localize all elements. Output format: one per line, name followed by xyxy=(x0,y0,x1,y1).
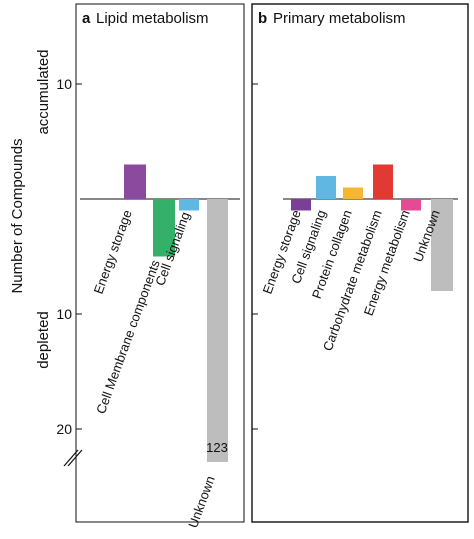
panel-a-letter: a xyxy=(82,10,91,27)
bar-a-3 xyxy=(207,199,228,462)
y-tick-label-0: 10 xyxy=(56,76,72,92)
bar-b-1 xyxy=(316,176,336,199)
y-axis-label-depleted: depleted xyxy=(35,311,52,369)
axis-break-marker xyxy=(63,449,83,467)
bar-a-1 xyxy=(153,199,175,257)
y-axis-label: Number of Compounds xyxy=(9,138,26,293)
y-tick-label-2: 20 xyxy=(56,421,72,437)
bar-b-5 xyxy=(431,199,453,291)
panel-b-frame xyxy=(251,3,469,523)
category-label-a-0: Energy storage xyxy=(91,208,135,296)
bar-b-3 xyxy=(373,164,393,199)
bar-b-4 xyxy=(401,199,421,211)
panel-a-frame xyxy=(75,3,245,523)
bar-b-2 xyxy=(343,187,363,199)
panel-b-title: Primary metabolism xyxy=(273,10,406,27)
panel-a-title: Lipid metabolism xyxy=(96,10,209,27)
bar-a-2 xyxy=(179,199,199,211)
panel-b-letter: b xyxy=(258,10,267,27)
y-axis-label-accumulated: accumulated xyxy=(35,49,52,134)
bar-a-0 xyxy=(124,164,146,199)
bar-b-0 xyxy=(291,199,311,211)
y-tick-label-1: 10 xyxy=(56,306,72,322)
bar-value-label: 123 xyxy=(206,440,228,455)
